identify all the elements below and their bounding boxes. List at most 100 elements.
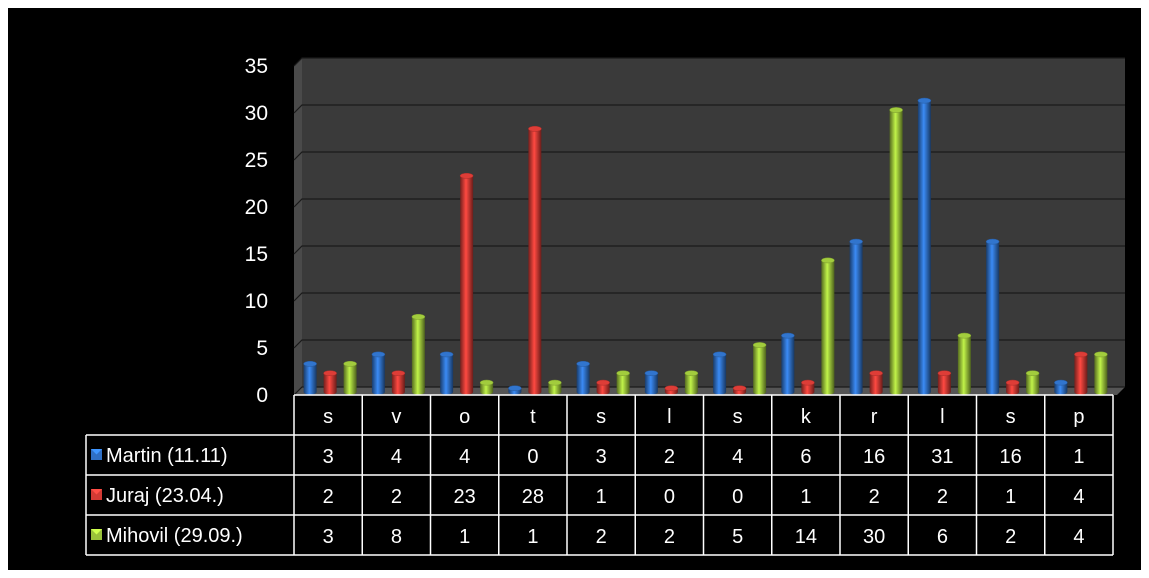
grid-line bbox=[293, 198, 1125, 208]
data-cell: 31 bbox=[931, 446, 953, 468]
y-axis-ticks: 0 5 10 15 20 25 30 35 bbox=[245, 55, 268, 407]
data-cell: 3 bbox=[323, 446, 334, 468]
bar bbox=[371, 351, 386, 395]
data-cell: 8 bbox=[391, 526, 402, 548]
y-tick-label: 5 bbox=[256, 337, 268, 360]
y-tick-label: 0 bbox=[256, 384, 268, 407]
data-cell: 4 bbox=[1073, 486, 1084, 508]
bar bbox=[1054, 379, 1068, 395]
legend-key bbox=[91, 489, 102, 500]
x-tick-label: s bbox=[1006, 406, 1016, 428]
bar bbox=[479, 379, 494, 395]
data-cell: 1 bbox=[596, 486, 607, 508]
bars bbox=[303, 97, 1108, 395]
data-cell: 5 bbox=[732, 526, 743, 548]
data-cell: 16 bbox=[863, 446, 885, 468]
grid-line bbox=[293, 57, 1125, 67]
x-tick-label: s bbox=[323, 406, 333, 428]
data-cell: 1 bbox=[800, 486, 811, 508]
legend-key bbox=[91, 449, 102, 460]
bar bbox=[1094, 351, 1108, 395]
y-tick-label: 20 bbox=[245, 196, 268, 219]
x-tick-label: s bbox=[733, 406, 743, 428]
bar bbox=[303, 360, 317, 395]
data-cell: 4 bbox=[459, 446, 470, 468]
bar bbox=[821, 257, 835, 395]
bar bbox=[664, 385, 679, 395]
bar bbox=[1005, 379, 1020, 395]
bar bbox=[411, 313, 426, 395]
bar bbox=[957, 332, 972, 395]
data-cell: 3 bbox=[323, 526, 334, 548]
bar bbox=[712, 351, 727, 395]
bar bbox=[576, 360, 590, 395]
data-cell: 4 bbox=[732, 446, 743, 468]
bar bbox=[1025, 370, 1040, 395]
y-tick-label: 10 bbox=[245, 290, 268, 313]
data-cell: 6 bbox=[800, 446, 811, 468]
data-cell: 1 bbox=[459, 526, 470, 548]
data-cell: 0 bbox=[732, 486, 743, 508]
bar bbox=[323, 370, 337, 395]
data-cell: 0 bbox=[527, 446, 538, 468]
bar bbox=[548, 379, 562, 395]
data-cell: 16 bbox=[1000, 446, 1022, 468]
back-wall bbox=[302, 58, 1125, 387]
bar bbox=[917, 97, 932, 395]
x-tick-label: p bbox=[1073, 406, 1084, 428]
y-tick-label: 30 bbox=[245, 102, 268, 125]
x-tick-label: s bbox=[596, 406, 606, 428]
x-tick-label: l bbox=[940, 406, 944, 428]
bar bbox=[937, 370, 952, 395]
chart-walls bbox=[294, 58, 1125, 395]
data-cell: 2 bbox=[664, 526, 675, 548]
bar bbox=[889, 107, 903, 395]
data-cell: 28 bbox=[522, 486, 544, 508]
x-tick-label: k bbox=[801, 406, 812, 428]
bar bbox=[985, 238, 1000, 395]
floor bbox=[294, 387, 1125, 395]
legend-key bbox=[91, 529, 102, 540]
grid-line bbox=[293, 151, 1125, 161]
bar bbox=[508, 385, 522, 395]
x-tick-label: v bbox=[391, 406, 401, 428]
data-cell: 0 bbox=[664, 486, 675, 508]
x-tick-label: l bbox=[667, 406, 671, 428]
bar bbox=[343, 360, 357, 395]
data-cell: 2 bbox=[323, 486, 334, 508]
data-cell: 2 bbox=[664, 446, 675, 468]
chart-frame: 0 5 10 15 20 25 30 35 s v o t s l s k r l s p Martin (11.11… bbox=[8, 8, 1141, 570]
x-tick-label: o bbox=[459, 406, 470, 428]
bar bbox=[752, 342, 767, 395]
bar bbox=[459, 172, 474, 395]
data-cell: 2 bbox=[1005, 526, 1016, 548]
bar bbox=[528, 125, 542, 395]
data-cell: 14 bbox=[795, 526, 817, 548]
bar bbox=[849, 238, 863, 395]
data-cell: 1 bbox=[527, 526, 538, 548]
data-cell: 4 bbox=[1073, 526, 1084, 548]
data-cell: 23 bbox=[454, 486, 476, 508]
bar bbox=[1074, 351, 1088, 395]
data-cell: 2 bbox=[596, 526, 607, 548]
bar bbox=[391, 370, 406, 395]
grid-line bbox=[293, 104, 1125, 114]
bar bbox=[644, 370, 659, 395]
series-label: Martin (11.11) bbox=[106, 445, 228, 467]
bar bbox=[781, 332, 795, 395]
x-tick-label: t bbox=[530, 406, 536, 428]
bar bbox=[596, 379, 610, 395]
y-tick-label: 35 bbox=[245, 55, 268, 78]
bar bbox=[801, 379, 815, 395]
bar bbox=[869, 370, 883, 395]
data-cell: 3 bbox=[596, 446, 607, 468]
data-cell: 2 bbox=[391, 486, 402, 508]
side-wall bbox=[294, 58, 302, 395]
data-cell: 2 bbox=[869, 486, 880, 508]
y-tick-label: 15 bbox=[245, 243, 268, 266]
data-cell: 1 bbox=[1073, 446, 1084, 468]
series-label: Mihovil (29.09.) bbox=[106, 525, 243, 547]
x-tick-label: r bbox=[871, 406, 878, 428]
